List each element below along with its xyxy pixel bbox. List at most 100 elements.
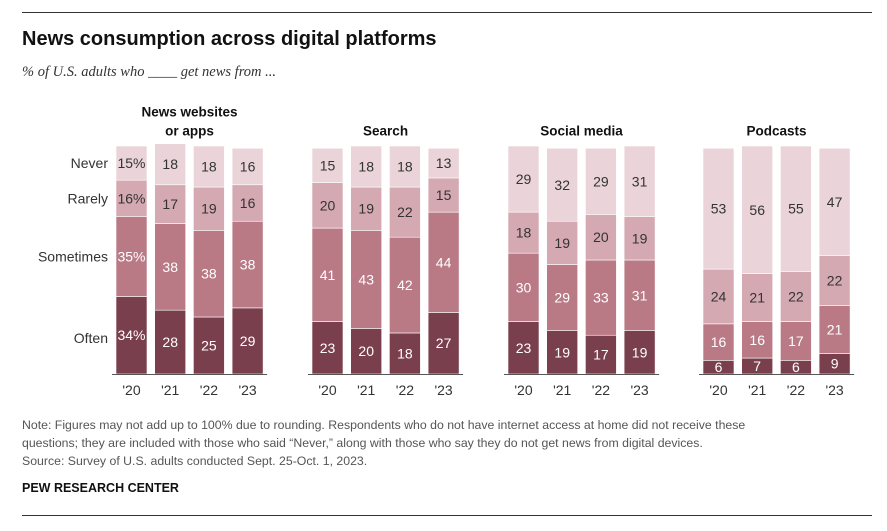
- x-tick-label: '22: [200, 382, 218, 398]
- bar-segment-sometimes: [115, 216, 148, 297]
- bar-segment-rarely: [389, 186, 421, 238]
- data-label: 19: [632, 344, 648, 360]
- data-label: 23: [320, 340, 336, 356]
- brand-label: PEW RESEARCH CENTER: [22, 481, 179, 495]
- data-label: 16%: [117, 190, 145, 206]
- data-label: 16: [240, 159, 256, 175]
- bar-segment-often: [585, 334, 617, 375]
- bar-segment-never: [193, 145, 225, 188]
- row-label: Rarely: [68, 190, 108, 206]
- top-rule: [22, 12, 872, 13]
- chart-title: News consumption across digital platform…: [22, 28, 437, 50]
- x-tick-label: '20: [514, 382, 532, 398]
- bar-segment-never: [702, 147, 735, 270]
- x-tick-label: '21: [748, 382, 766, 398]
- bar-segment-often: [231, 307, 264, 375]
- data-label: 13: [436, 155, 452, 171]
- data-label: 22: [788, 288, 804, 304]
- bar-segment-often: [427, 312, 460, 375]
- data-label: 16: [749, 332, 765, 348]
- data-label: 43: [358, 271, 374, 287]
- data-label: 18: [201, 159, 217, 175]
- bar-segment-sometimes: [231, 220, 264, 309]
- data-label: 32: [554, 177, 570, 193]
- data-label: 35%: [117, 249, 145, 265]
- data-label: 34%: [117, 327, 145, 343]
- data-label: 16: [240, 195, 256, 211]
- bar-segment-rarely: [507, 211, 540, 254]
- data-label: 19: [554, 344, 570, 360]
- bar-segment-sometimes: [154, 223, 186, 311]
- panel-title: or apps: [165, 124, 214, 139]
- x-tick-label: '20: [122, 382, 140, 398]
- bar-segment-never: [585, 147, 617, 215]
- data-label: 31: [632, 287, 648, 303]
- bar-segment-never: [154, 143, 186, 186]
- data-label: 29: [554, 290, 570, 306]
- bar-segment-often: [193, 316, 225, 375]
- bar-segment-never: [311, 147, 344, 183]
- bar-segment-often: [546, 330, 579, 375]
- panel-title: Podcasts: [747, 124, 807, 139]
- data-label: 29: [240, 333, 256, 349]
- data-label: 38: [162, 259, 178, 275]
- data-label: 7: [753, 358, 761, 374]
- x-tick-label: '23: [238, 382, 256, 398]
- data-label: 25: [201, 338, 217, 354]
- bar-segment-often: [623, 330, 656, 375]
- bar-segment-sometimes: [780, 321, 812, 361]
- data-label: 18: [162, 156, 178, 172]
- data-label: 20: [358, 343, 374, 359]
- bar-segment-often: [350, 328, 383, 375]
- bar-segment-rarely: [311, 182, 344, 229]
- source-line: Source: Survey of U.S. adults conducted …: [22, 454, 368, 468]
- x-tick-label: '22: [787, 382, 805, 398]
- x-tick-label: '21: [161, 382, 179, 398]
- data-label: 55: [788, 201, 804, 217]
- data-label: 44: [436, 254, 452, 270]
- note-line: Note: Figures may not add up to 100% due…: [22, 418, 746, 432]
- bar-segment-sometimes: [741, 321, 774, 359]
- bar-segment-rarely: [780, 271, 812, 322]
- bar-segment-sometimes: [350, 230, 383, 329]
- bar-segment-often: [311, 321, 344, 375]
- data-label: 22: [827, 273, 843, 289]
- data-label: 21: [749, 290, 765, 306]
- bar-segment-never: [546, 147, 579, 222]
- bar-segment-sometimes: [389, 236, 421, 334]
- data-label: 6: [792, 359, 800, 375]
- data-label: 28: [162, 334, 178, 350]
- bar-segment-never: [389, 145, 421, 188]
- data-label: 47: [827, 194, 843, 210]
- data-label: 27: [436, 335, 452, 351]
- data-label: 20: [320, 197, 336, 213]
- data-label: 38: [201, 266, 217, 282]
- bottom-rule: [22, 515, 872, 516]
- x-tick-label: '22: [592, 382, 610, 398]
- bar-segment-never: [623, 145, 656, 217]
- stacked-bar-chart: News websites or apps 34% 35% 16% 15% '20 28 38 1…: [38, 105, 855, 398]
- bar-segment-sometimes: [702, 323, 735, 361]
- data-label: 30: [516, 279, 532, 295]
- bar-segment-never: [818, 147, 851, 256]
- data-label: 19: [632, 230, 648, 246]
- data-label: 41: [320, 267, 336, 283]
- data-label: 56: [749, 202, 765, 218]
- data-label: 6: [715, 359, 723, 375]
- data-label: 18: [516, 225, 532, 241]
- notes-block: Note: Figures may not add up to 100% due…: [22, 416, 872, 470]
- data-label: 17: [162, 196, 178, 212]
- bar-segment-rarely: [818, 255, 851, 306]
- data-label: 29: [593, 173, 609, 189]
- bar-segment-rarely: [350, 186, 383, 231]
- data-label: 22: [397, 204, 413, 220]
- bar-segment-rarely: [741, 273, 774, 322]
- data-label: 42: [397, 277, 413, 293]
- data-label: 18: [397, 345, 413, 361]
- bar-segment-often: [389, 332, 421, 375]
- x-tick-label: '23: [434, 382, 452, 398]
- data-label: 17: [593, 347, 609, 363]
- bar-segment-never: [231, 147, 264, 186]
- panel-title: Search: [363, 124, 408, 139]
- data-label: 33: [593, 290, 609, 306]
